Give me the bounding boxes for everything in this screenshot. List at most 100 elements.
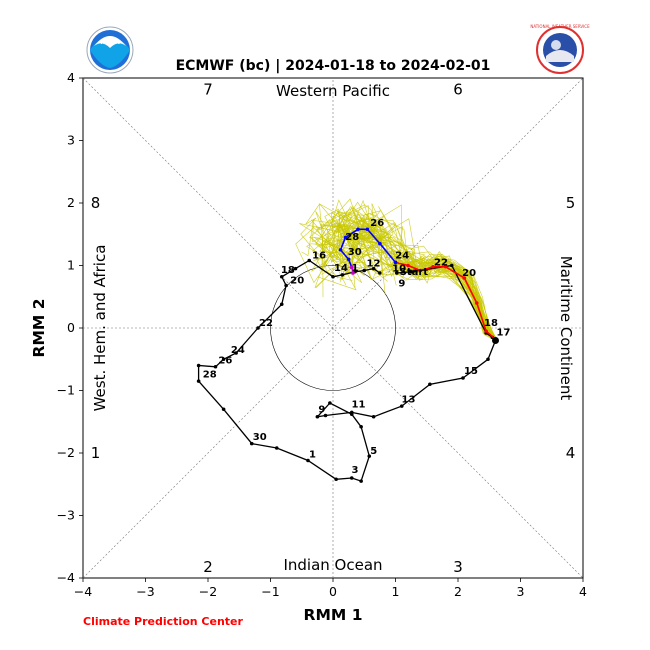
phase-number: 1 <box>91 444 101 462</box>
date-label: 20 <box>462 268 476 279</box>
date-label: 22 <box>434 257 448 268</box>
observed-point <box>359 424 363 429</box>
forecast-mean-track <box>338 227 499 344</box>
forecast-point <box>406 263 410 268</box>
forecast-blue-line <box>339 228 397 268</box>
phase-number: 5 <box>566 194 576 212</box>
observed-point <box>349 476 354 480</box>
observed-point <box>334 477 338 482</box>
x-tick-label: −1 <box>261 584 279 599</box>
ensemble-member-line <box>335 213 498 342</box>
forecast-point <box>351 271 355 275</box>
observed-point <box>461 376 465 380</box>
observed-point <box>293 266 298 271</box>
forecast-point <box>462 276 467 280</box>
observed-point <box>359 479 363 483</box>
date-label: 26 <box>218 356 232 367</box>
observed-point <box>394 271 399 275</box>
date-label: 14 <box>334 263 348 274</box>
observed-point <box>409 269 413 274</box>
region-western-pacific: Western Pacific <box>276 82 390 100</box>
observed-point <box>306 458 310 463</box>
y-tick-label: 0 <box>67 320 75 335</box>
region-west-hem-africa: West. Hem. and Africa <box>91 245 109 412</box>
forecast-point <box>443 264 448 269</box>
phase-numbers: 7 68 51 42 3 <box>91 80 576 576</box>
date-label: 12 <box>367 259 381 270</box>
observed-point <box>371 414 376 419</box>
nws-logo-text: NATIONAL WEATHER SERVICE <box>530 24 590 29</box>
observed-point <box>367 454 372 458</box>
phase-number: 2 <box>203 558 213 576</box>
date-label: 18 <box>484 318 498 329</box>
date-label: 9 <box>318 404 325 415</box>
forecast-point <box>365 227 370 232</box>
date-label: 24 <box>231 345 245 356</box>
date-label: 24 <box>395 251 409 262</box>
x-tick-label: 3 <box>517 584 525 599</box>
y-tick-label: 3 <box>67 133 75 148</box>
observed-point <box>486 357 490 362</box>
date-label: 15 <box>464 366 478 377</box>
observed-point <box>221 407 226 412</box>
observed-point <box>196 363 201 368</box>
x-axis-ticks: −4 −3 −2 −1 0 1 2 3 4 <box>74 578 587 599</box>
phase-number: 3 <box>453 558 463 576</box>
observed-point <box>196 379 201 383</box>
date-label: 18 <box>281 265 295 276</box>
ensemble-member-line <box>320 203 498 340</box>
ensemble-member-line <box>321 210 497 341</box>
date-label: 17 <box>497 327 511 338</box>
date-label: 28 <box>203 369 217 380</box>
observed-point <box>362 268 367 273</box>
x-tick-label: −4 <box>74 584 92 599</box>
observed-point <box>249 441 254 446</box>
observed-point <box>315 414 320 419</box>
observed-point <box>378 271 382 275</box>
date-label: 16 <box>312 251 326 262</box>
date-label: 22 <box>259 318 273 329</box>
y-tick-label: −4 <box>57 570 75 585</box>
observed-point <box>328 401 332 405</box>
chart-title: ECMWF (bc) | 2024-01-18 to 2024-02-01 <box>176 58 491 74</box>
observed-point <box>340 273 345 277</box>
y-tick-label: 2 <box>67 195 75 210</box>
x-tick-label: −2 <box>199 584 217 599</box>
forecast-point <box>431 264 435 269</box>
ensemble-member-line <box>315 205 496 341</box>
date-label: 9 <box>398 279 405 290</box>
x-tick-label: 0 <box>329 584 337 599</box>
phase-guides <box>82 77 584 579</box>
unit-circle <box>270 265 396 391</box>
date-label: 1 <box>309 449 316 460</box>
forecast-point <box>338 248 343 252</box>
forecast-point <box>393 260 398 265</box>
observed-point <box>331 274 335 279</box>
forecast-point <box>474 301 479 305</box>
x-tick-label: −3 <box>136 584 154 599</box>
forecast-point <box>418 268 423 273</box>
y-tick-label: −3 <box>57 508 75 523</box>
date-label: 11 <box>352 399 366 410</box>
region-labels: Western Pacific Indian Ocean West. Hem. … <box>91 82 575 574</box>
observed-point <box>349 410 354 415</box>
date-label: 10 <box>392 264 406 275</box>
observed-point <box>284 283 288 288</box>
forecast-point <box>484 329 488 333</box>
forecast-point <box>378 241 382 246</box>
observed-track <box>196 258 498 483</box>
x-axis-label: RMM 1 <box>304 606 363 624</box>
forecast-point <box>346 257 351 262</box>
y-tick-label: −1 <box>57 383 75 398</box>
date-label: 13 <box>402 394 416 405</box>
region-indian-ocean: Indian Ocean <box>283 556 382 574</box>
date-label: 26 <box>370 218 384 229</box>
observed-point <box>256 326 260 330</box>
credit-text: Climate Prediction Center <box>83 615 243 628</box>
diagonal-line <box>82 77 584 579</box>
x-tick-label: 1 <box>392 584 400 599</box>
date-label: 30 <box>348 247 362 258</box>
start-marker <box>492 337 499 344</box>
observed-point <box>371 266 376 271</box>
